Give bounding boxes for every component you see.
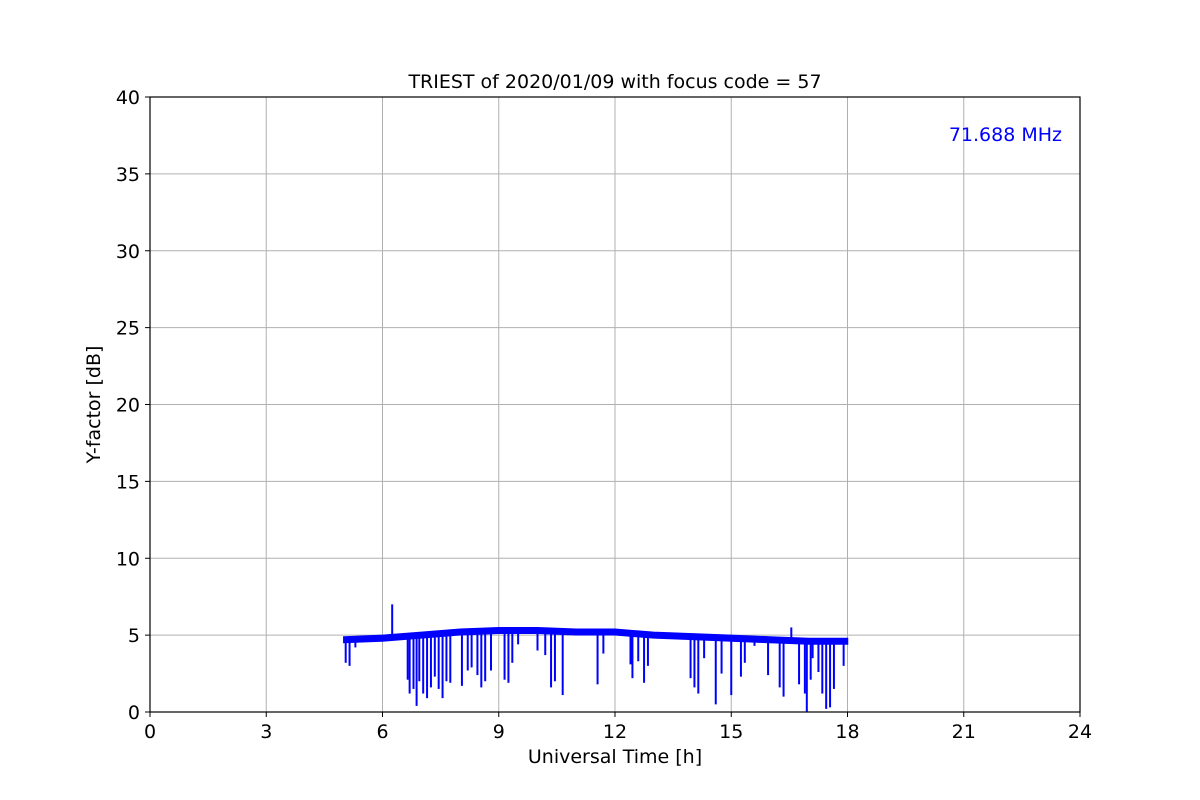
- ticks: 0 3 6 9 12 15 18 21 24 0 5 10 15 20 25 30 35 40: [116, 87, 1092, 743]
- y-tick-label: 25: [116, 318, 140, 340]
- y-tick-label: 20: [116, 395, 140, 417]
- y-axis-label: Y-factor [dB]: [83, 346, 105, 465]
- x-tick-label: 3: [260, 721, 272, 743]
- x-axis-label: Universal Time [h]: [528, 746, 702, 768]
- series-line: [343, 629, 848, 643]
- frequency-annotation: 71.688 MHz: [949, 124, 1062, 146]
- y-tick-label: 10: [116, 548, 140, 570]
- y-tick-label: 35: [116, 164, 140, 186]
- x-tick-label: 9: [493, 721, 505, 743]
- x-tick-label: 0: [144, 721, 156, 743]
- x-tick-label: 15: [719, 721, 743, 743]
- x-tick-label: 6: [376, 721, 388, 743]
- data-layer: [343, 604, 849, 712]
- x-tick-label: 21: [952, 721, 976, 743]
- grid: [149, 96, 1081, 713]
- x-tick-label: 24: [1068, 721, 1092, 743]
- y-tick-label: 40: [116, 87, 140, 109]
- y-tick-label: 30: [116, 241, 140, 263]
- chart-title: TRIEST of 2020/01/09 with focus code = 5…: [407, 71, 821, 93]
- y-tick-label: 5: [128, 625, 140, 647]
- x-tick-label: 18: [835, 721, 859, 743]
- y-tick-label: 0: [128, 702, 140, 724]
- y-tick-label: 15: [116, 471, 140, 493]
- x-tick-label: 12: [603, 721, 627, 743]
